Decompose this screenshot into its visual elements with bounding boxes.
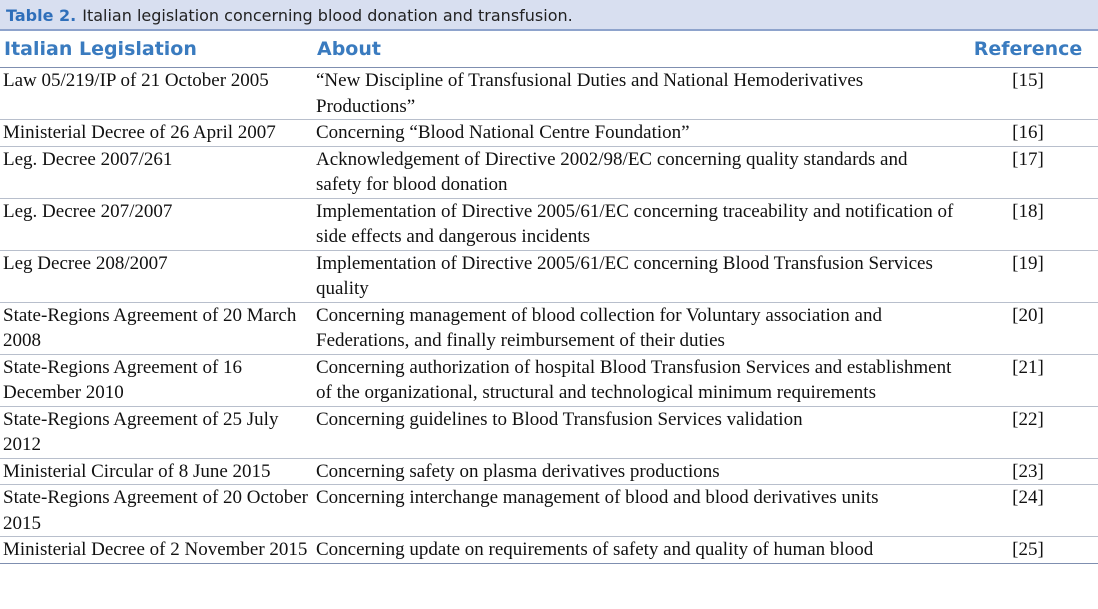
about-cell: Concerning guidelines to Blood Transfusi… [313, 406, 958, 459]
legislation-cell: State-Regions Agreement of 20 October 20… [0, 484, 313, 537]
caption-text: Italian legislation concerning blood don… [82, 6, 573, 25]
table-row: Leg. Decree 2007/261 Acknowledgement of D… [0, 146, 1098, 199]
table-row: Ministerial Decree of 2 November 2015 Con… [0, 536, 1098, 564]
legislation-cell: Leg. Decree 207/2007 [0, 198, 313, 251]
legislation-cell: Ministerial Decree of 26 April 2007 [0, 119, 313, 147]
about-cell: Concerning safety on plasma derivatives … [313, 458, 958, 485]
legislation-cell: State-Regions Agreement of 16 December 2… [0, 354, 313, 407]
reference-cell: [22] [958, 406, 1098, 459]
reference-cell: [20] [958, 302, 1098, 355]
legislation-cell: Leg Decree 208/2007 [0, 250, 313, 303]
legislation-cell: State-Regions Agreement of 25 July 2012 [0, 406, 313, 459]
about-cell: “New Discipline of Transfusional Duties … [313, 67, 958, 120]
reference-cell: [19] [958, 250, 1098, 303]
table-body: Law 05/219/IP of 21 October 2005 “New Dis… [0, 67, 1098, 564]
reference-cell: [16] [958, 119, 1098, 147]
table-row: Leg. Decree 207/2007 Implementation of Di… [0, 198, 1098, 251]
column-header: Reference [958, 31, 1098, 68]
legislation-cell: State-Regions Agreement of 20 March 2008 [0, 302, 313, 355]
about-cell: Concerning “Blood National Centre Founda… [313, 119, 958, 147]
legislation-cell: Leg. Decree 2007/261 [0, 146, 313, 199]
reference-cell: [17] [958, 146, 1098, 199]
about-cell: Concerning authorization of hospital Blo… [313, 354, 958, 407]
reference-cell: [25] [958, 536, 1098, 564]
table-row: Ministerial Decree of 26 April 2007 Conce… [0, 119, 1098, 147]
table-row: State-Regions Agreement of 25 July 2012 C… [0, 406, 1098, 459]
reference-cell: [24] [958, 484, 1098, 537]
table-row: State-Regions Agreement of 20 March 2008… [0, 302, 1098, 355]
column-header: About [313, 31, 958, 68]
reference-cell: [18] [958, 198, 1098, 251]
reference-cell: [15] [958, 67, 1098, 120]
table-row: Law 05/219/IP of 21 October 2005 “New Dis… [0, 67, 1098, 120]
caption-label: Table 2. [6, 6, 77, 25]
caption: Table 2. Italian legislation concerning b… [0, 0, 1098, 31]
legislation-cell: Ministerial Circular of 8 June 2015 [0, 458, 313, 485]
table-row: State-Regions Agreement of 20 October 20… [0, 484, 1098, 537]
column-header: Italian Legislation [0, 31, 313, 68]
reference-cell: [21] [958, 354, 1098, 407]
legislation-cell: Law 05/219/IP of 21 October 2005 [0, 67, 313, 120]
header-row: Italian Legislation About Reference [0, 31, 1098, 68]
table-row: Leg Decree 208/2007 Implementation of Dir… [0, 250, 1098, 303]
about-cell: Implementation of Directive 2005/61/EC c… [313, 198, 958, 251]
legislation-cell: Ministerial Decree of 2 November 2015 [0, 536, 313, 564]
reference-cell: [23] [958, 458, 1098, 485]
table: Italian Legislation About Reference Law 05… [0, 31, 1098, 564]
table-row: State-Regions Agreement of 16 December 2… [0, 354, 1098, 407]
about-cell: Acknowledgement of Directive 2002/98/EC … [313, 146, 958, 199]
about-cell: Concerning management of blood collectio… [313, 302, 958, 355]
about-cell: Concerning update on requirements of saf… [313, 536, 958, 564]
about-cell: Implementation of Directive 2005/61/EC c… [313, 250, 958, 303]
about-cell: Concerning interchange management of blo… [313, 484, 958, 537]
table-row: Ministerial Circular of 8 June 2015 Conce… [0, 458, 1098, 485]
